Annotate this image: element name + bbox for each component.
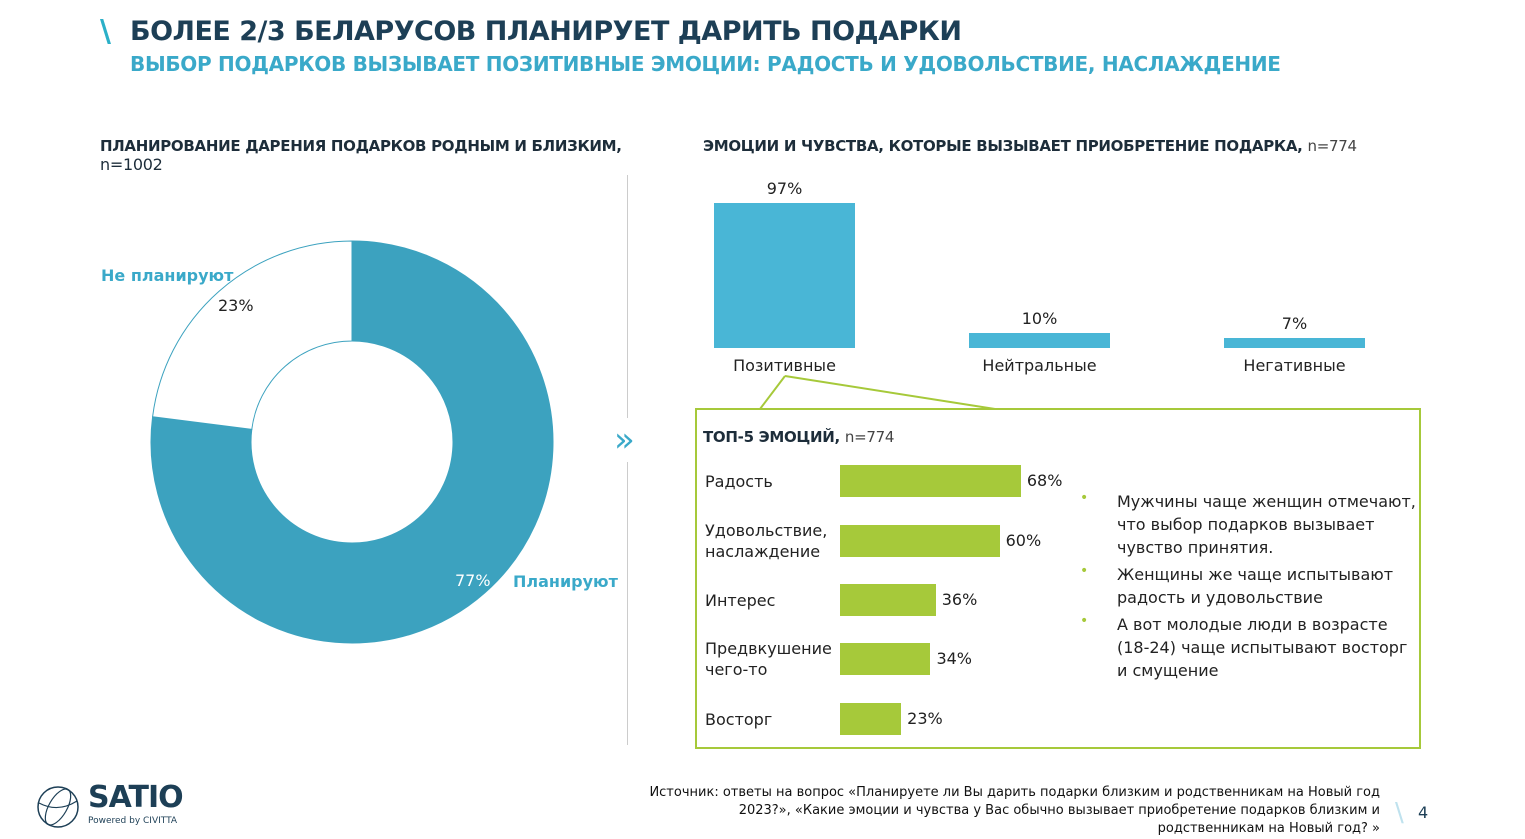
category-label: Восторг <box>705 710 773 729</box>
bar-value-label: 60% <box>1005 531 1042 550</box>
emotions-n: n=774 <box>1307 137 1358 155</box>
title-slash: \ <box>100 14 111 49</box>
label-planning-pct: 77% <box>455 571 491 590</box>
page-title: БОЛЕЕ 2/3 БЕЛАРУСОВ ПЛАНИРУЕТ ДАРИТЬ ПОД… <box>130 16 962 47</box>
bullet-item: • Мужчины чаще женщин отмечают, что выбор… <box>1080 490 1416 557</box>
donut-slice <box>150 240 554 644</box>
donut-n: n=1002 <box>100 155 163 174</box>
category-label: Удовольствие, наслаждение <box>705 521 828 561</box>
legend-planning: Планируют <box>513 572 618 591</box>
top5-n: n=774 <box>844 428 895 446</box>
bar-value-label: 68% <box>1026 471 1063 490</box>
bar <box>1224 337 1365 348</box>
top5-title: ТОП-5 ЭМОЦИЙ, n=774 <box>703 428 894 446</box>
bullet-item: • Женщины же чаще испытывают радость и уд… <box>1080 563 1417 609</box>
bar <box>840 643 931 675</box>
bar <box>840 525 1000 557</box>
category-label: Предвкушение чего-то <box>705 639 832 679</box>
double-chevron-icon: » <box>614 418 642 462</box>
bar-value-label: 97% <box>766 178 803 198</box>
category-label: Нейтральные <box>982 356 1097 375</box>
logo-subtext: Powered by CIVITTA <box>88 816 178 826</box>
donut-slice <box>152 240 353 430</box>
bar-value-label: 10% <box>1021 309 1058 328</box>
category-label: Позитивные <box>733 356 836 375</box>
page-slash: \ <box>1395 798 1404 828</box>
bar-value-label: 23% <box>907 709 943 728</box>
emotions-title: ЭМОЦИИ И ЧУВСТВА, КОТОРЫЕ ВЫЗЫВАЕТ ПРИОБ… <box>703 137 1357 155</box>
source-note: Источник: ответы на вопрос «Планируете л… <box>649 785 1380 836</box>
bar <box>840 703 902 735</box>
bar-value-label: 34% <box>936 649 972 668</box>
bullet-text: А вот молодые люди в возрасте (18-24) ча… <box>1117 615 1408 680</box>
bar-value-label: 36% <box>941 590 978 609</box>
donut-chart <box>150 240 554 644</box>
bullet-item: • А вот молодые люди в возрасте (18-24) ч… <box>1080 613 1417 682</box>
bar <box>840 465 1021 497</box>
globe-icon <box>37 786 79 828</box>
top5-title-text: ТОП-5 ЭМОЦИЙ, <box>703 428 840 446</box>
page-number: 4 <box>1418 803 1429 822</box>
bar <box>840 584 936 616</box>
category-label: Интерес <box>705 591 776 610</box>
bullet-text: Женщины же чаще испытывают радость и удо… <box>1117 565 1394 607</box>
bullet-list: • Мужчины чаще женщин отмечают, что выбор… <box>1080 490 1417 682</box>
bar <box>714 202 855 348</box>
bar-value-label: 7% <box>1281 313 1308 333</box>
page-subtitle: ВЫБОР ПОДАРКОВ ВЫЗЫВАЕТ ПОЗИТИВНЫЕ ЭМОЦИ… <box>130 52 1281 76</box>
bar <box>969 333 1110 348</box>
donut-title: ПЛАНИРОВАНИЕ ДАРЕНИЯ ПОДАРКОВ РОДНЫМ И Б… <box>100 137 622 174</box>
emotions-title-text: ЭМОЦИИ И ЧУВСТВА, КОТОРЫЕ ВЫЗЫВАЕТ ПРИОБ… <box>703 137 1303 155</box>
legend-not-planning: Не планируют <box>101 266 234 285</box>
label-not-planning-pct: 23% <box>218 296 254 315</box>
logo-text: SATIO <box>88 780 184 815</box>
top5-box <box>695 408 1421 749</box>
category-label: Радость <box>705 472 773 491</box>
bullet-text: Мужчины чаще женщин отмечают, что выбор … <box>1117 492 1416 557</box>
donut-title-text: ПЛАНИРОВАНИЕ ДАРЕНИЯ ПОДАРКОВ РОДНЫМ И Б… <box>100 137 622 155</box>
category-label: Негативные <box>1243 356 1346 375</box>
